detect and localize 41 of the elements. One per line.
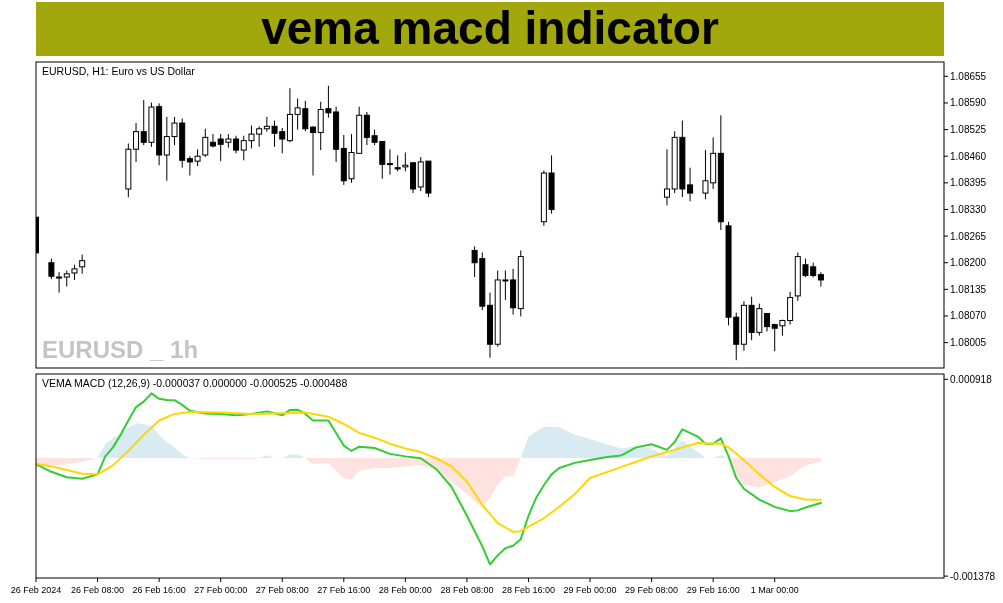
chart-title: VEMA MACD (12,26,9) -0.000037 0.000000 -0.000525 -0.000488 bbox=[42, 377, 348, 389]
line-series bbox=[36, 411, 822, 533]
x-tick-label: 29 Feb 00:00 bbox=[563, 585, 617, 595]
y-tick-label: 1.08460 bbox=[950, 150, 987, 162]
candlestick bbox=[79, 254, 86, 275]
y-tick-label: 1.08330 bbox=[950, 203, 987, 215]
candlestick bbox=[817, 271, 824, 287]
x-tick-label: 26 Feb 2024 bbox=[10, 585, 62, 595]
x-tick-label: 28 Feb 00:00 bbox=[378, 585, 432, 595]
annotation: EURUSD _ 1h bbox=[42, 336, 199, 363]
candlestick bbox=[386, 148, 393, 176]
candlestick bbox=[663, 148, 670, 206]
y-tick-label: 1.08265 bbox=[950, 230, 987, 242]
chart-subtitle: EURUSD, H1: Euro vs US Dollar bbox=[42, 65, 196, 77]
line-series bbox=[36, 392, 822, 566]
y-tick-label: 1.08135 bbox=[950, 283, 987, 295]
x-tick-label: 27 Feb 08:00 bbox=[255, 585, 309, 595]
candlestick bbox=[209, 133, 216, 149]
y-tick-label: -0.001378 bbox=[950, 570, 996, 582]
x-tick-label: 29 Feb 08:00 bbox=[625, 585, 679, 595]
y-tick-label: 1.08590 bbox=[950, 97, 987, 109]
candlestick bbox=[310, 125, 317, 176]
x-tick-label: 29 Feb 16:00 bbox=[686, 585, 740, 595]
y-tick-label: 1.08200 bbox=[950, 257, 987, 269]
y-tick-label: 1.08070 bbox=[950, 310, 987, 322]
x-tick-label: 26 Feb 16:00 bbox=[132, 585, 186, 595]
x-tick-label: 28 Feb 08:00 bbox=[440, 585, 494, 595]
y-tick-label: 1.08005 bbox=[950, 337, 987, 349]
candlestick bbox=[764, 313, 771, 333]
y-tick-label: 1.08525 bbox=[950, 124, 987, 136]
candlestick bbox=[202, 128, 209, 158]
x-tick-label: 28 Feb 16:00 bbox=[501, 585, 555, 595]
x-tick-label: 26 Feb 08:00 bbox=[71, 585, 125, 595]
x-tick-label: 27 Feb 16:00 bbox=[317, 585, 371, 595]
y-tick-label: 1.08655 bbox=[950, 70, 987, 82]
x-tick-label: 27 Feb 00:00 bbox=[194, 585, 248, 595]
y-tick-label: 1.08395 bbox=[950, 177, 987, 189]
x-tick-label: 1 Mar 00:00 bbox=[750, 585, 799, 595]
chart-title: vema macd indicator bbox=[261, 2, 719, 54]
y-tick-label: 0.000918 bbox=[950, 373, 993, 385]
candlestick bbox=[133, 122, 140, 163]
